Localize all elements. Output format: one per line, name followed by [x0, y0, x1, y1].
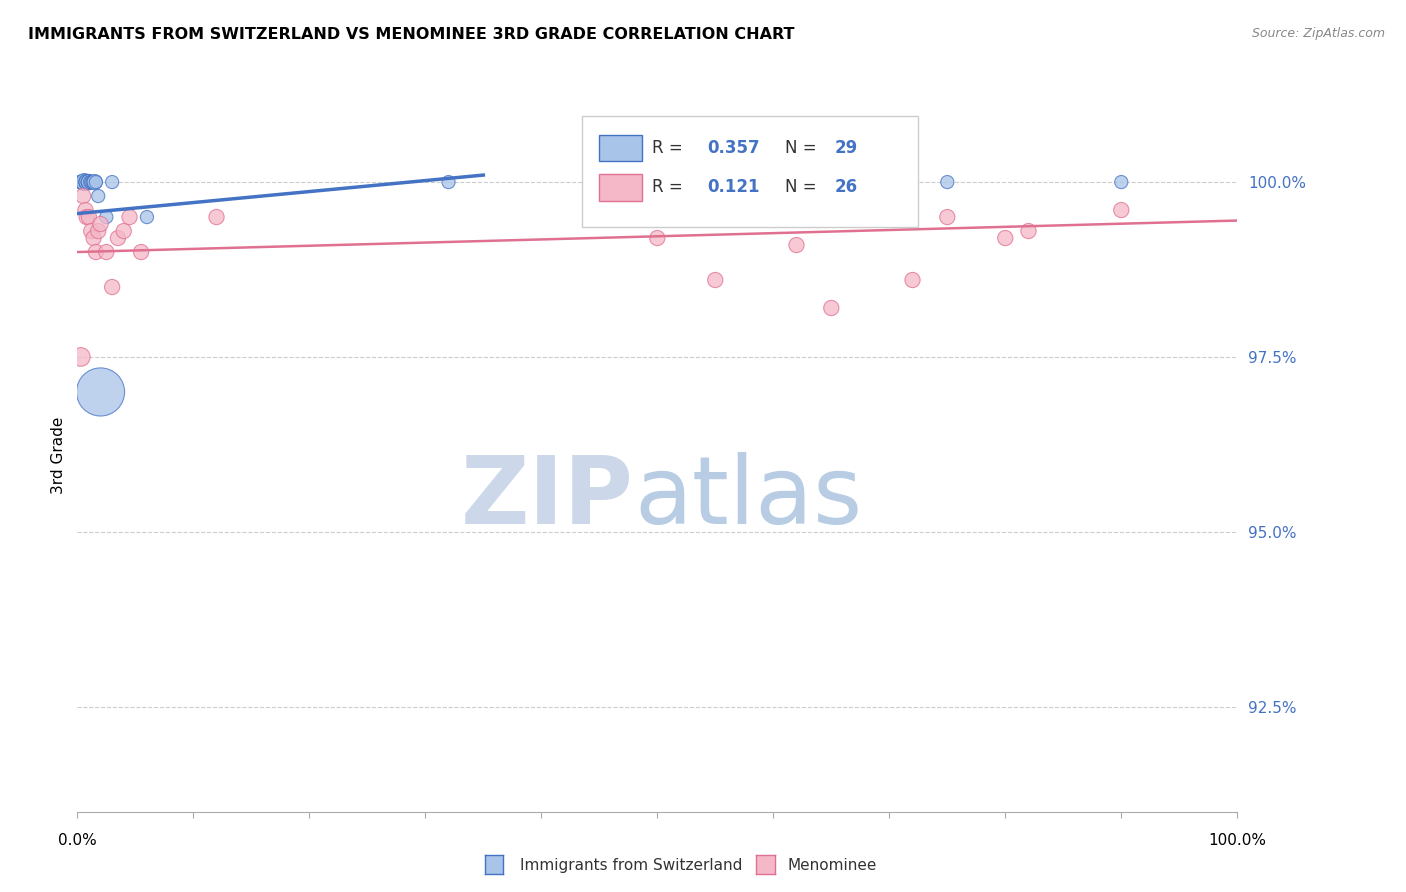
Point — [73, 175, 96, 189]
Point — [72, 175, 94, 189]
Point — [437, 175, 460, 189]
Text: 0.0%: 0.0% — [58, 833, 97, 847]
Text: 29: 29 — [835, 139, 858, 157]
Point — [936, 175, 959, 189]
Text: 26: 26 — [835, 178, 858, 196]
Point — [1018, 224, 1040, 238]
Point — [112, 224, 135, 238]
Point — [1111, 202, 1133, 217]
Point — [87, 189, 110, 203]
Point — [90, 217, 111, 231]
Point — [90, 384, 111, 399]
Point — [647, 231, 669, 245]
Text: atlas: atlas — [634, 451, 862, 544]
Text: Immigrants from Switzerland: Immigrants from Switzerland — [520, 858, 742, 872]
Point — [69, 350, 91, 364]
Point — [84, 245, 107, 260]
Text: 100.0%: 100.0% — [1208, 833, 1267, 847]
Point — [101, 280, 124, 294]
Point — [72, 189, 94, 203]
Point — [72, 175, 94, 189]
Point — [75, 175, 97, 189]
Point — [84, 175, 107, 189]
Text: ZIP: ZIP — [461, 451, 634, 544]
Text: R =: R = — [651, 139, 688, 157]
Point — [76, 175, 98, 189]
Point — [994, 231, 1017, 245]
Point — [75, 202, 97, 217]
Point — [936, 210, 959, 224]
Point — [83, 231, 105, 245]
Point — [80, 224, 103, 238]
Point — [704, 273, 727, 287]
Point — [76, 175, 98, 189]
Point — [96, 245, 118, 260]
Point — [820, 301, 842, 315]
Point — [80, 175, 103, 189]
Point — [76, 175, 98, 189]
Point — [118, 210, 141, 224]
Point — [77, 175, 100, 189]
Text: N =: N = — [785, 178, 821, 196]
Point — [83, 175, 105, 189]
Point — [69, 175, 91, 189]
Point — [96, 210, 118, 224]
Point — [76, 175, 98, 189]
Point — [83, 175, 105, 189]
Y-axis label: 3rd Grade: 3rd Grade — [51, 417, 66, 493]
Point — [73, 175, 96, 189]
Point — [69, 175, 91, 189]
Text: 0.121: 0.121 — [707, 178, 759, 196]
Text: IMMIGRANTS FROM SWITZERLAND VS MENOMINEE 3RD GRADE CORRELATION CHART: IMMIGRANTS FROM SWITZERLAND VS MENOMINEE… — [28, 27, 794, 42]
Point — [101, 175, 124, 189]
Text: Menominee: Menominee — [787, 858, 877, 872]
Point — [129, 245, 152, 260]
Point — [135, 210, 157, 224]
Point — [82, 175, 104, 189]
FancyBboxPatch shape — [582, 116, 918, 227]
Point — [647, 175, 669, 189]
Text: 0.357: 0.357 — [707, 139, 759, 157]
Point — [107, 231, 129, 245]
Point — [76, 210, 98, 224]
Text: N =: N = — [785, 139, 821, 157]
Point — [77, 175, 100, 189]
Point — [77, 210, 100, 224]
Point — [79, 175, 101, 189]
Point — [70, 175, 93, 189]
Point — [87, 224, 110, 238]
FancyBboxPatch shape — [599, 135, 643, 161]
Text: Source: ZipAtlas.com: Source: ZipAtlas.com — [1251, 27, 1385, 40]
FancyBboxPatch shape — [599, 174, 643, 201]
Point — [205, 210, 228, 224]
Point — [1111, 175, 1133, 189]
Text: R =: R = — [651, 178, 693, 196]
Point — [785, 238, 807, 252]
Point — [901, 273, 924, 287]
